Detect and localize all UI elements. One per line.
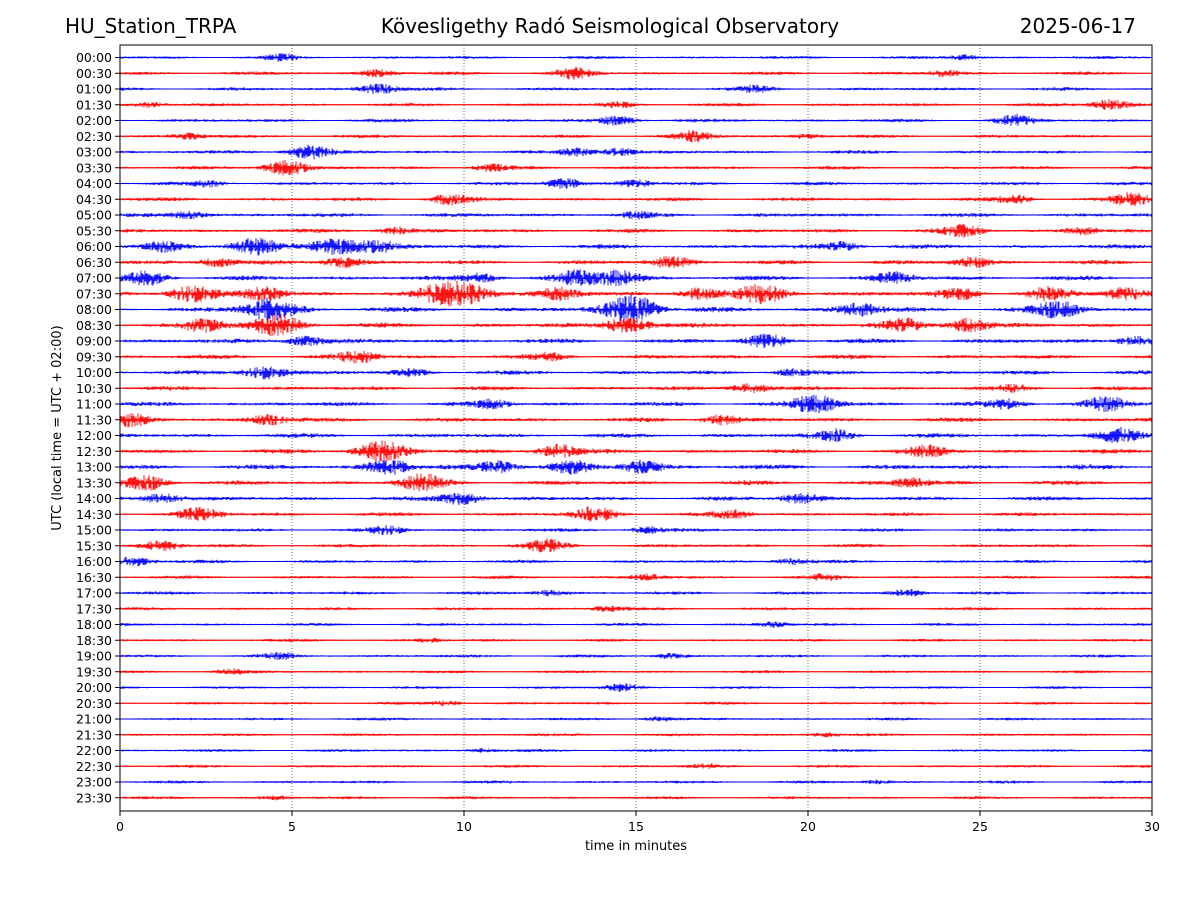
y-tick-label: 18:30 bbox=[76, 633, 112, 648]
y-tick-label: 00:30 bbox=[76, 66, 112, 81]
y-tick-label: 14:00 bbox=[76, 491, 112, 506]
chart-title: Kövesligethy Radó Seismological Observat… bbox=[380, 14, 840, 38]
y-tick-label: 19:30 bbox=[76, 664, 112, 679]
y-tick-label: 07:30 bbox=[76, 286, 112, 301]
y-tick-label: 12:30 bbox=[76, 444, 112, 459]
y-tick-label: 21:30 bbox=[76, 727, 112, 742]
y-tick-label: 20:30 bbox=[76, 696, 112, 711]
y-tick-label: 08:30 bbox=[76, 318, 112, 333]
y-tick-label: 06:30 bbox=[76, 255, 112, 270]
x-tick-label: 30 bbox=[1144, 819, 1160, 834]
station-name: HU_Station_TRPA bbox=[65, 14, 237, 38]
y-tick-label: 23:00 bbox=[76, 775, 112, 790]
y-tick-label: 00:00 bbox=[76, 50, 112, 65]
x-tick-label: 0 bbox=[116, 819, 124, 834]
grid-lines bbox=[291, 45, 981, 811]
y-tick-label: 01:00 bbox=[76, 82, 112, 97]
x-tick-label: 5 bbox=[288, 819, 296, 834]
y-tick-label: 11:30 bbox=[76, 412, 112, 427]
chart-date: 2025-06-17 bbox=[1019, 14, 1136, 38]
y-tick-label: 20:00 bbox=[76, 680, 112, 695]
y-tick-label: 03:30 bbox=[76, 160, 112, 175]
y-tick-label: 10:00 bbox=[76, 365, 112, 380]
y-tick-label: 18:00 bbox=[76, 617, 112, 632]
y-tick-label: 05:00 bbox=[76, 208, 112, 223]
y-tick-label: 07:00 bbox=[76, 271, 112, 286]
y-tick-label: 14:30 bbox=[76, 507, 112, 522]
x-tick-label: 10 bbox=[456, 819, 472, 834]
y-tick-label: 08:00 bbox=[76, 302, 112, 317]
y-tick-label: 15:00 bbox=[76, 523, 112, 538]
y-tick-label: 01:30 bbox=[76, 97, 112, 112]
y-tick-label: 10:30 bbox=[76, 381, 112, 396]
y-axis-label: UTC (local time = UTC + 02:00) bbox=[50, 325, 65, 530]
y-tick-label: 09:30 bbox=[76, 349, 112, 364]
y-tick-label: 03:00 bbox=[76, 145, 112, 160]
y-tick-label: 15:30 bbox=[76, 538, 112, 553]
y-tick-label: 02:00 bbox=[76, 113, 112, 128]
trace-1400 bbox=[119, 493, 1153, 506]
y-tick-label: 23:30 bbox=[76, 790, 112, 805]
y-tick-label: 22:00 bbox=[76, 743, 112, 758]
x-axis-label: time in minutes bbox=[585, 839, 687, 854]
y-tick-label: 17:30 bbox=[76, 601, 112, 616]
y-tick-label: 04:30 bbox=[76, 192, 112, 207]
y-tick-label: 04:00 bbox=[76, 176, 112, 191]
y-tick-label: 09:00 bbox=[76, 334, 112, 349]
x-axis-ticks: 0 5 10 15 20 25 30 bbox=[116, 811, 1160, 834]
y-tick-label: 22:30 bbox=[76, 759, 112, 774]
y-tick-label: 13:30 bbox=[76, 475, 112, 490]
y-tick-label: 06:00 bbox=[76, 239, 112, 254]
x-tick-label: 20 bbox=[800, 819, 816, 834]
y-tick-label: 16:00 bbox=[76, 554, 112, 569]
y-tick-label: 13:00 bbox=[76, 460, 112, 475]
y-tick-label: 12:00 bbox=[76, 428, 112, 443]
x-tick-label: 15 bbox=[628, 819, 644, 834]
trace-0200 bbox=[119, 113, 1153, 126]
y-tick-label: 16:30 bbox=[76, 570, 112, 585]
y-tick-label: 02:30 bbox=[76, 129, 112, 144]
y-tick-label: 11:00 bbox=[76, 397, 112, 412]
y-tick-label: 05:30 bbox=[76, 223, 112, 238]
y-tick-label: 19:00 bbox=[76, 649, 112, 664]
y-tick-label: 21:00 bbox=[76, 712, 112, 727]
x-tick-label: 25 bbox=[972, 819, 988, 834]
seismic-traces bbox=[119, 53, 1153, 801]
y-axis-ticks: 00:0000:3001:0001:3002:0002:3003:0003:30… bbox=[76, 50, 120, 805]
y-tick-label: 17:00 bbox=[76, 586, 112, 601]
